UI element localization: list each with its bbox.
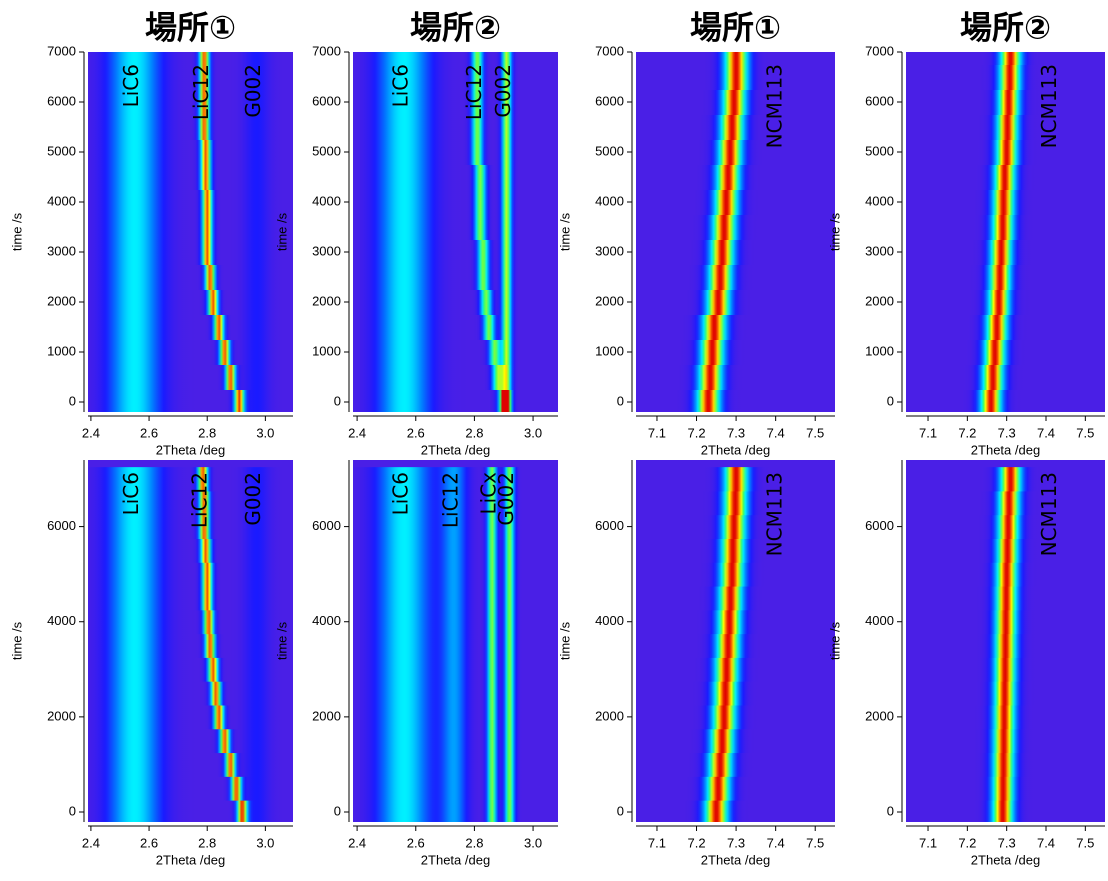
figure: 010002000300040005000600070002.4 2.6 2.8 3.… [9, 9, 1105, 867]
